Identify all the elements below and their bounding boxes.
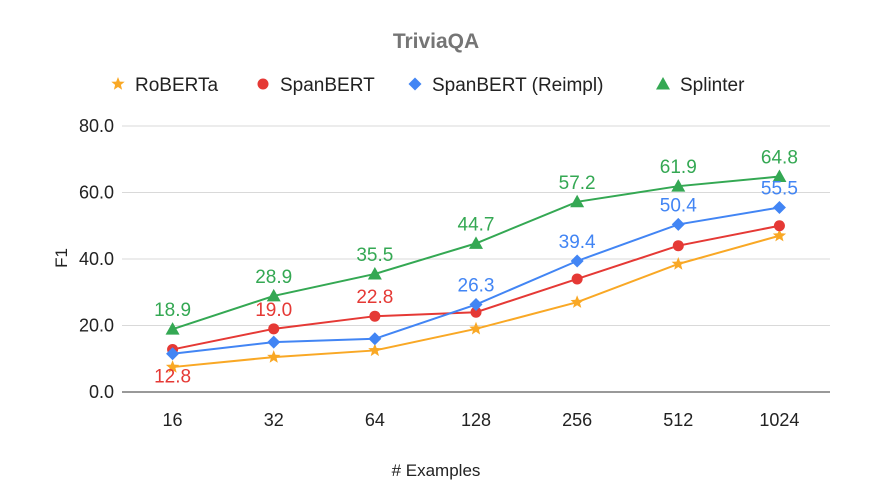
data-label: 35.5 xyxy=(356,245,393,266)
x-tick-label: 128 xyxy=(461,410,491,430)
y-axis-ticks: 0.0 20.0 40.0 60.0 80.0 xyxy=(79,116,114,402)
legend-item: SpanBERT xyxy=(257,75,375,96)
data-label: 50.4 xyxy=(660,195,697,216)
point-roberta xyxy=(469,321,483,335)
legend-label: Splinter xyxy=(680,75,745,96)
legend: RoBERTa SpanBERT SpanBERT (Reimpl) Splinter xyxy=(111,75,745,96)
legend-item: Splinter xyxy=(656,75,745,96)
data-label: 12.8 xyxy=(154,366,191,387)
data-label: 44.7 xyxy=(458,214,495,235)
legend-marker-circle xyxy=(257,78,269,90)
legend-item: SpanBERT (Reimpl) xyxy=(408,75,603,96)
point-splinter xyxy=(469,236,483,249)
point-spanbert-reimpl xyxy=(671,217,685,231)
point-roberta xyxy=(267,350,281,363)
series-layer xyxy=(165,169,787,373)
x-tick-label: 64 xyxy=(365,410,385,430)
y-tick-label: 40.0 xyxy=(79,249,114,269)
point-spanbert xyxy=(571,273,583,285)
data-label: 19.0 xyxy=(255,300,292,321)
series-spanbert-reimpl xyxy=(166,200,786,361)
point-splinter xyxy=(165,322,180,335)
y-tick-label: 20.0 xyxy=(79,316,114,336)
point-spanbert xyxy=(773,220,785,232)
point-splinter xyxy=(772,169,787,183)
series-splinter xyxy=(165,169,787,335)
legend-item: RoBERTa xyxy=(111,75,219,96)
data-label: 64.8 xyxy=(761,148,798,169)
point-roberta xyxy=(671,257,685,270)
gridlines xyxy=(122,125,830,393)
point-spanbert xyxy=(268,323,280,335)
legend-label: SpanBERT xyxy=(280,75,375,96)
x-tick-label: 16 xyxy=(163,410,183,430)
data-label: 18.9 xyxy=(154,300,191,321)
series-spanbert xyxy=(167,220,785,355)
data-label: 22.8 xyxy=(356,287,393,308)
x-tick-label: 512 xyxy=(663,410,693,430)
point-splinter xyxy=(367,266,382,280)
legend-label: RoBERTa xyxy=(135,75,219,96)
y-tick-label: 60.0 xyxy=(79,183,114,203)
y-axis-title: F1 xyxy=(52,248,71,268)
data-label: 26.3 xyxy=(458,276,495,297)
point-roberta xyxy=(368,343,382,357)
legend-marker-star xyxy=(111,77,125,90)
point-spanbert-reimpl xyxy=(570,254,584,268)
point-splinter xyxy=(570,194,585,208)
point-spanbert-reimpl xyxy=(267,335,281,349)
data-label: 39.4 xyxy=(559,232,596,253)
data-label: 61.9 xyxy=(660,157,697,178)
legend-label: SpanBERT (Reimpl) xyxy=(432,75,603,96)
point-spanbert-reimpl xyxy=(772,200,786,214)
point-splinter xyxy=(671,179,686,192)
x-axis-ticks: 16 32 64 128 256 512 1024 xyxy=(163,410,800,430)
chart-title: TriviaQA xyxy=(393,30,479,53)
data-label: 55.5 xyxy=(761,178,798,199)
point-spanbert xyxy=(470,306,482,318)
data-label: 28.9 xyxy=(255,267,292,288)
point-spanbert-reimpl xyxy=(166,347,180,361)
data-labels: 12.8 19.0 22.8 26.3 39.4 50.4 55.5 18.9 28.9 35.5… xyxy=(154,148,798,388)
x-tick-label: 32 xyxy=(264,410,284,430)
point-spanbert-reimpl xyxy=(469,298,483,312)
point-splinter xyxy=(266,288,281,302)
data-label: 57.2 xyxy=(559,173,596,194)
point-spanbert xyxy=(369,310,381,322)
x-tick-label: 1024 xyxy=(759,410,799,430)
y-tick-label: 80.0 xyxy=(79,116,114,136)
point-spanbert xyxy=(672,240,684,252)
point-roberta xyxy=(570,295,584,308)
series-roberta xyxy=(165,228,787,373)
legend-marker-diamond xyxy=(408,77,422,91)
legend-marker-triangle xyxy=(656,77,670,90)
point-roberta xyxy=(772,228,787,242)
point-spanbert-reimpl xyxy=(368,332,382,346)
x-axis-title: # Examples xyxy=(392,461,481,480)
y-tick-label: 0.0 xyxy=(89,382,114,402)
x-tick-label: 256 xyxy=(562,410,592,430)
point-roberta xyxy=(165,360,180,373)
